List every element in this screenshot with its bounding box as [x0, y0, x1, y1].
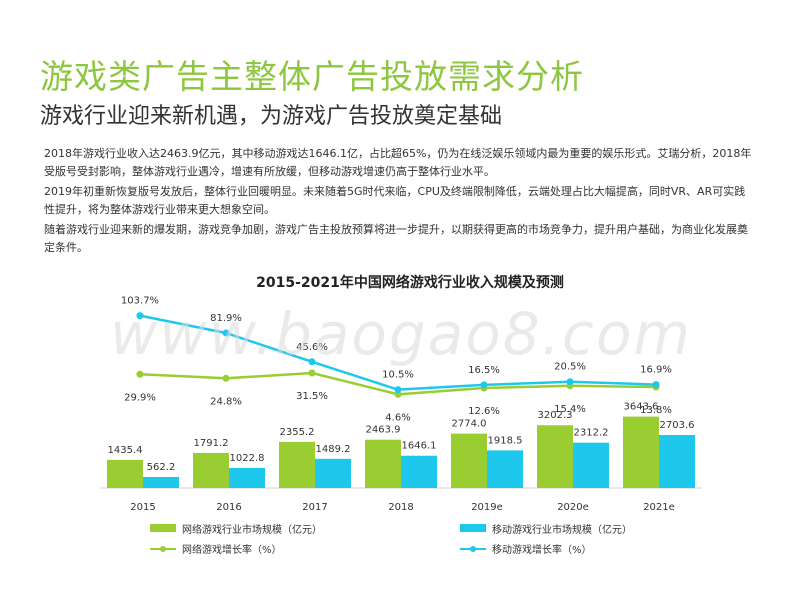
bar-label-online-2020e: 3202.3 [538, 410, 573, 421]
bar-mobile-2021e [659, 435, 695, 488]
growth-label-mobile-2016: 81.9% [210, 313, 242, 324]
bar-online-2020e [537, 425, 573, 488]
bar-label-mobile-2019e: 1918.5 [488, 435, 523, 446]
bar-label-mobile-2016: 1022.8 [230, 453, 265, 464]
growth-label-mobile-2019e: 16.5% [468, 365, 500, 376]
bar-mobile-2018 [401, 455, 437, 488]
point-online-2017 [308, 369, 316, 377]
bar-mobile-2016 [229, 467, 265, 488]
watermark: www.baogao8.com [110, 300, 692, 368]
bar-label-online-2017: 2355.2 [280, 427, 315, 438]
bar-mobile-2020e [573, 442, 609, 488]
chart-title: 2015-2021年中国网络游戏行业收入规模及预测 [256, 274, 564, 291]
bar-mobile-2017 [315, 458, 351, 488]
bar-mobile-2015 [143, 476, 179, 488]
bar-online-2015 [107, 459, 143, 488]
bar-online-2021e [623, 416, 659, 488]
body-paragraph-1: 2018年游戏行业收入达2463.9亿元，其中移动游戏达1646.1亿，占比超6… [44, 147, 752, 178]
bar-mobile-2019e [487, 450, 523, 488]
point-online-2015 [136, 370, 144, 378]
bar-label-online-2016: 1791.2 [194, 438, 229, 449]
legend: 网络游戏行业市场规模（亿元） 移动游戏行业市场规模（亿元） 网络游戏增长率（%） 移动… [150, 523, 632, 556]
legend-swatch-0 [150, 524, 176, 532]
bar-online-2019e [451, 433, 487, 488]
page-subtitle: 游戏行业迎来新机遇，为游戏广告投放奠定基础 [40, 104, 503, 129]
body-paragraph-2: 2019年初重新恢复版号发放后，整体行业回暖明显。未来随着5G时代来临，CPU及… [44, 185, 746, 216]
growth-label-mobile-2020e: 20.5% [554, 362, 586, 373]
bar-label-mobile-2021e: 2703.6 [660, 420, 695, 431]
growth-label-mobile-2018: 10.5% [382, 370, 414, 381]
bar-label-online-2015: 1435.4 [108, 445, 143, 456]
bar-label-mobile-2017: 1489.2 [316, 444, 351, 455]
bar-label-mobile-2018: 1646.1 [402, 441, 437, 452]
x-tick-label-2018: 2018 [388, 502, 413, 513]
page-title: 游戏类广告主整体广告投放需求分析 [40, 57, 584, 96]
lines-layer: 29.9% 24.8% 31.5% 4.6% 12.6% 15.4% 13.8% 103.7%… [121, 296, 672, 424]
point-mobile-2017 [308, 358, 316, 366]
point-mobile-2016 [222, 329, 230, 337]
point-mobile-2019e [480, 381, 488, 389]
growth-label-online-2016: 24.8% [210, 396, 242, 407]
x-tick-label-2021e: 2021e [643, 502, 675, 513]
growth-label-mobile-2017: 45.6% [296, 342, 328, 353]
legend-label-2: 网络游戏增长率（%） [182, 543, 282, 556]
bar-online-2018 [365, 439, 401, 488]
legend-marker-3 [470, 546, 476, 552]
growth-label-mobile-2021e: 16.9% [640, 365, 672, 376]
legend-label-3: 移动游戏增长率（%） [492, 543, 592, 556]
point-mobile-2020e [566, 378, 574, 386]
legend-swatch-1 [460, 524, 486, 532]
x-tick-label-2020e: 2020e [557, 502, 589, 513]
growth-label-online-2021e: 13.8% [640, 405, 672, 416]
bar-online-2016 [193, 452, 229, 488]
bar-label-online-2018: 2463.9 [366, 425, 401, 436]
x-tick-label-2017: 2017 [302, 502, 327, 513]
point-mobile-2021e [652, 381, 660, 389]
growth-label-online-2019e: 12.6% [468, 406, 500, 417]
point-mobile-2018 [394, 386, 402, 394]
legend-marker-2 [160, 546, 166, 552]
growth-label-online-2018: 4.6% [385, 412, 410, 423]
x-tick-label-2015: 2015 [130, 502, 155, 513]
point-mobile-2015 [136, 312, 144, 320]
point-online-2016 [222, 374, 230, 382]
legend-label-1: 移动游戏行业市场规模（亿元） [492, 523, 632, 536]
x-tick-label-2019e: 2019e [471, 502, 503, 513]
x-tick-label-2016: 2016 [216, 502, 241, 513]
bar-online-2017 [279, 441, 315, 488]
legend-label-0: 网络游戏行业市场规模（亿元） [182, 523, 322, 536]
growth-label-online-2017: 31.5% [296, 391, 328, 402]
growth-label-online-2015: 29.9% [124, 392, 156, 403]
bar-label-online-2021e: 3643.6 [624, 402, 659, 413]
body-paragraph-3: 随着游戏行业迎来新的爆发期，游戏竞争加剧，游戏广告主投放预算将进一步提升，以期获… [44, 223, 748, 254]
bars-layer: 1435.4 1791.2 2355.2 2463.9 2774.0 3202.3 3643… [100, 402, 702, 513]
growth-label-mobile-2015: 103.7% [121, 296, 159, 307]
bar-label-mobile-2015: 562.2 [147, 462, 176, 473]
bar-label-online-2019e: 2774.0 [452, 419, 487, 430]
bar-label-mobile-2020e: 2312.2 [574, 428, 609, 439]
growth-label-online-2020e: 15.4% [554, 404, 586, 415]
